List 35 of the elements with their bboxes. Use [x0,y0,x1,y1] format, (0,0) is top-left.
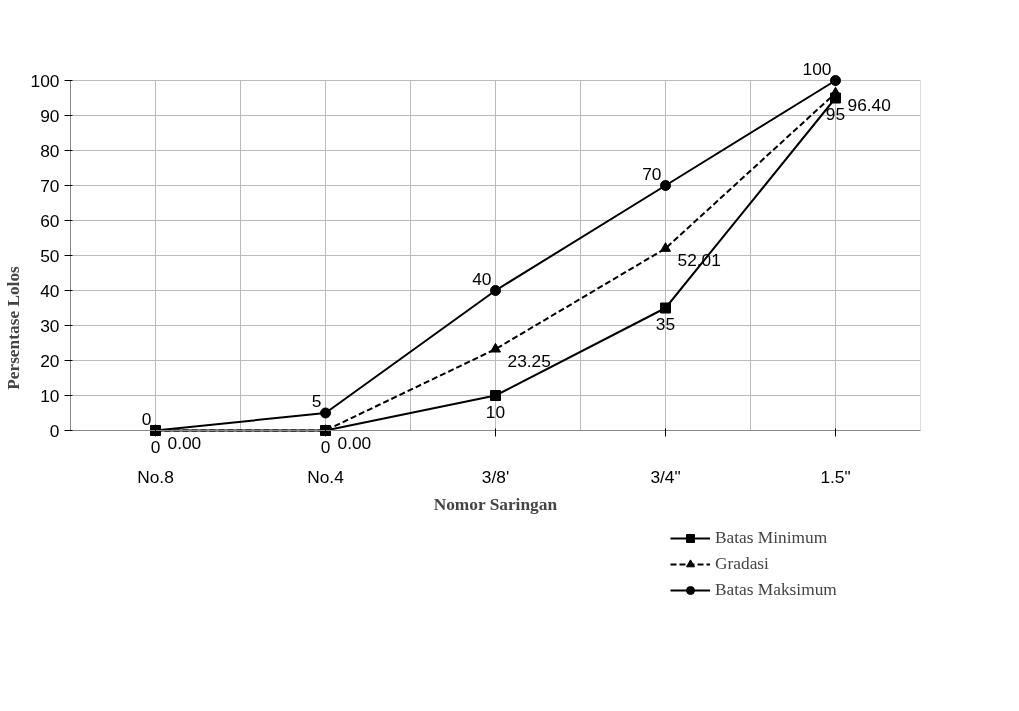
data-label: 96.40 [847,95,891,116]
y-tick-label: 100 [30,70,60,91]
data-label: 0.00 [167,432,202,453]
data-label: 40 [472,268,492,289]
data-label: 0 [141,408,152,429]
legend-label: Batas Minimum [715,528,828,548]
data-label: 95 [825,104,846,124]
y-axis-title: Persentase Lolos [3,265,23,390]
data-label: 10 [485,401,506,422]
x-axis-title: Nomor Saringan [433,494,558,514]
y-tick-label: 60 [40,210,60,231]
data-label: 35 [655,314,676,334]
y-tick-label: 10 [40,385,60,406]
y-tick-label: 30 [40,315,60,336]
y-tick-label: 70 [40,175,60,196]
legend-label: Batas Maksimum [715,580,837,600]
y-tick-label: 40 [40,280,60,301]
y-tick-label: 90 [40,105,60,126]
data-label: 0 [320,436,331,457]
y-tick-label: 80 [40,140,60,161]
y-tick-label: 20 [40,350,60,371]
y-tick-label: 0 [49,420,60,441]
legend-label: Gradasi [715,554,769,574]
data-label: 5 [311,391,322,411]
x-tick-label: 3/4" [650,466,681,487]
data-label: 0.00 [337,432,372,453]
x-tick-label: 1.5" [820,466,851,487]
x-tick-label: No.4 [307,466,345,487]
data-label: 70 [642,163,662,184]
x-tick-label: No.8 [137,466,174,487]
data-label: 0 [150,436,161,457]
y-tick-label: 50 [40,245,60,266]
x-tick-label: 3/8' [481,466,510,487]
data-label: 100 [802,58,832,79]
data-label: 23.25 [507,351,551,372]
